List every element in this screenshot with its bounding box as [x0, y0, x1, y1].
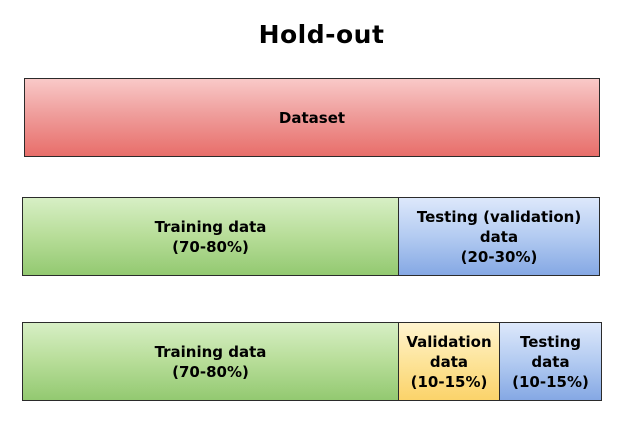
testing-block: Testing data (10-15%)	[499, 322, 602, 401]
dataset-label: Dataset	[278, 108, 346, 127]
testing-validation-block: Testing (validation) data (20-30%)	[398, 197, 600, 276]
dataset-block: Dataset	[24, 78, 600, 157]
testing-validation-label: Testing (validation) data (20-30%)	[416, 207, 582, 266]
training-block-three-way: Training data (70-80%)	[22, 322, 399, 401]
training-label-three-way: Training data (70-80%)	[154, 342, 267, 381]
diagram-title: Hold-out	[258, 20, 385, 49]
training-label-two-way: Training data (70-80%)	[154, 217, 267, 256]
testing-label: Testing data (10-15%)	[512, 332, 589, 391]
training-block-two-way: Training data (70-80%)	[22, 197, 399, 276]
validation-block: Validation data (10-15%)	[398, 322, 500, 401]
validation-label: Validation data (10-15%)	[406, 332, 492, 391]
